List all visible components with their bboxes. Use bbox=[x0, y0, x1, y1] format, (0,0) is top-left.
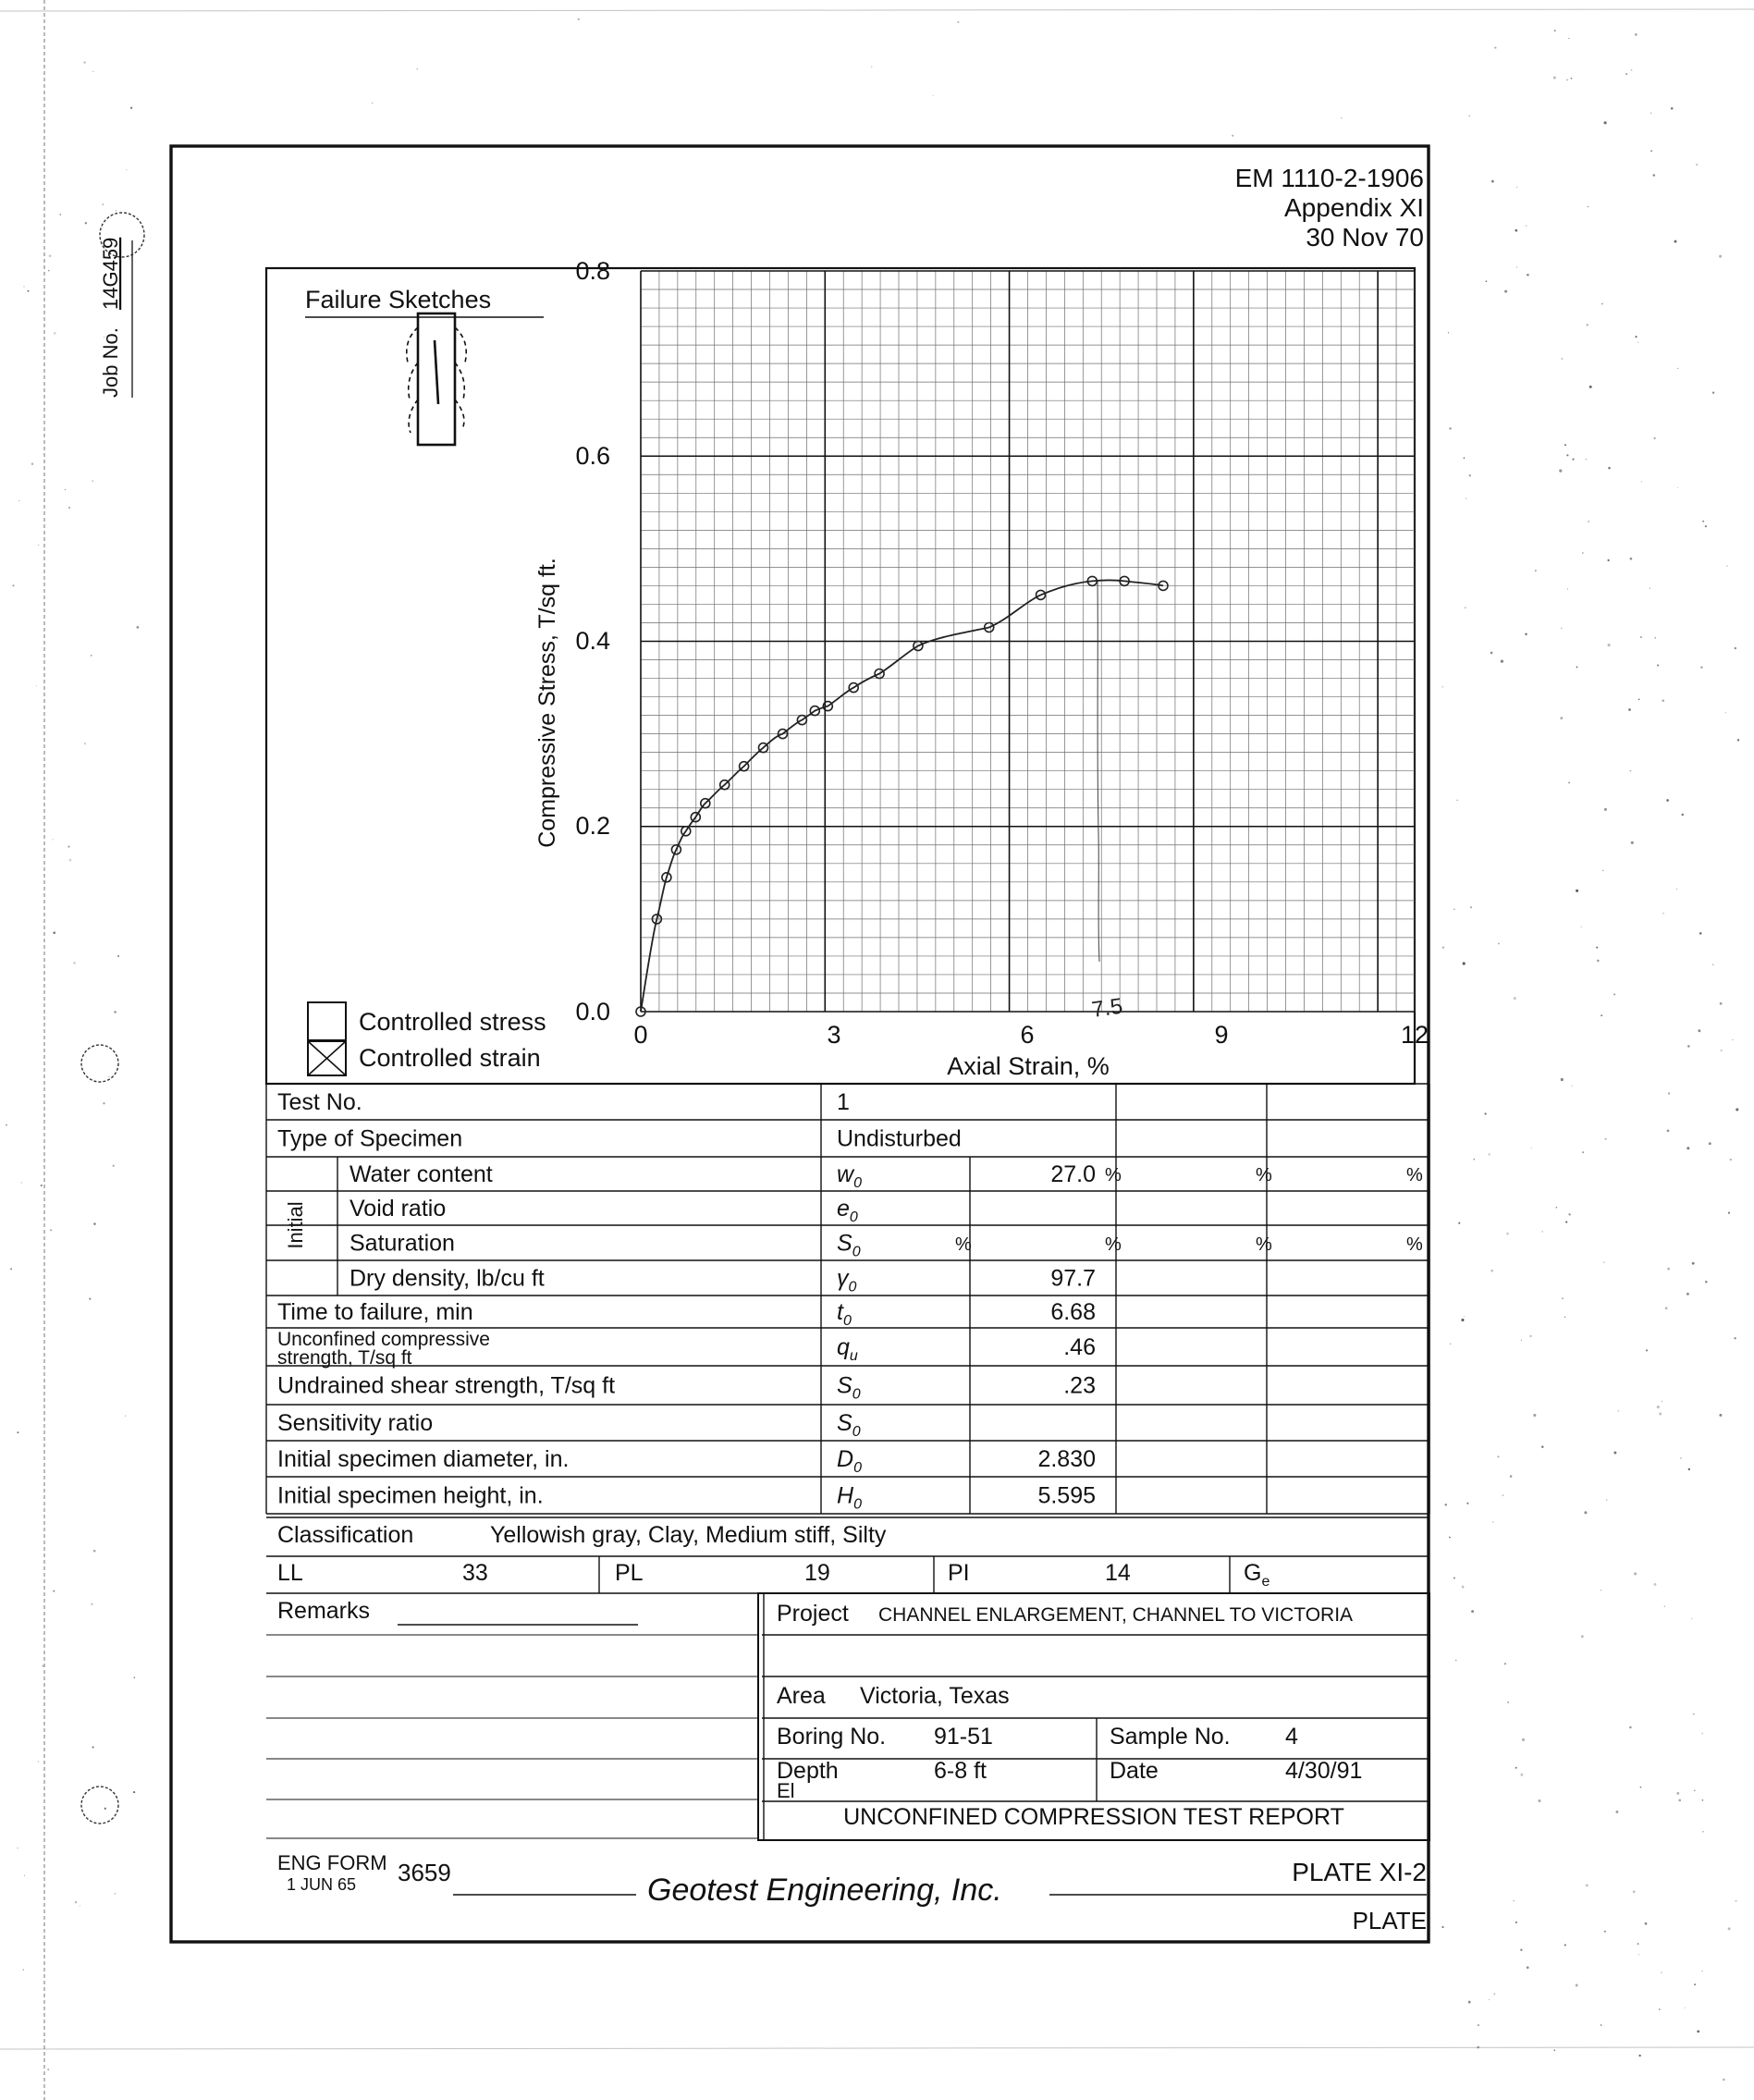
svg-text:PLATE XI-2: PLATE XI-2 bbox=[1292, 1858, 1427, 1886]
svg-text:Time to failure, min: Time to failure, min bbox=[277, 1299, 473, 1325]
svg-text:7.5: 7.5 bbox=[1090, 994, 1124, 1023]
svg-text:33: 33 bbox=[462, 1560, 488, 1586]
svg-text:0.8: 0.8 bbox=[575, 257, 610, 285]
svg-text:0.0: 0.0 bbox=[575, 998, 610, 1025]
svg-text:Saturation: Saturation bbox=[350, 1230, 455, 1256]
svg-text:PL: PL bbox=[615, 1560, 644, 1586]
svg-text:qu: qu bbox=[837, 1334, 858, 1364]
svg-text:S0: S0 bbox=[837, 1410, 861, 1440]
svg-text:97.7: 97.7 bbox=[1050, 1265, 1096, 1291]
svg-text:e0: e0 bbox=[837, 1196, 858, 1225]
svg-text:Compressive Stress, T/sq ft: Compressive Stress, T/sq ft. bbox=[534, 558, 560, 848]
svg-text:19: 19 bbox=[804, 1560, 830, 1586]
svg-text:0.2: 0.2 bbox=[575, 812, 610, 840]
svg-text:Victoria, Texas: Victoria, Texas bbox=[860, 1683, 1010, 1709]
svg-text:91-51: 91-51 bbox=[934, 1724, 993, 1750]
svg-text:PLATE: PLATE bbox=[1353, 1907, 1427, 1934]
svg-text:t0: t0 bbox=[837, 1299, 852, 1329]
svg-text:%: % bbox=[1256, 1234, 1272, 1255]
svg-text:w0: w0 bbox=[837, 1161, 862, 1191]
svg-text:Axial Strain, %: Axial Strain, % bbox=[947, 1052, 1110, 1080]
svg-text:Controlled stress: Controlled stress bbox=[359, 1008, 546, 1036]
svg-text:El: El bbox=[777, 1779, 795, 1802]
svg-text:Date: Date bbox=[1110, 1758, 1159, 1784]
svg-text:Test No.: Test No. bbox=[277, 1089, 362, 1115]
svg-text:Project: Project bbox=[777, 1601, 849, 1627]
svg-text:6: 6 bbox=[1020, 1021, 1034, 1049]
svg-text:0: 0 bbox=[633, 1021, 647, 1049]
svg-text:Controlled strain: Controlled strain bbox=[359, 1044, 541, 1072]
svg-text:14: 14 bbox=[1105, 1560, 1131, 1586]
svg-text:%: % bbox=[1105, 1234, 1122, 1255]
svg-text:Void ratio: Void ratio bbox=[350, 1196, 446, 1222]
svg-text:Yellowish gray, Clay, Mediu: Yellowish gray, Clay, Medium stiff, Silt… bbox=[490, 1522, 887, 1548]
svg-text:0.4: 0.4 bbox=[575, 627, 610, 655]
svg-text:Classification: Classification bbox=[277, 1522, 413, 1548]
svg-text:Water content: Water content bbox=[350, 1161, 493, 1187]
svg-text:12: 12 bbox=[1401, 1021, 1429, 1049]
svg-text:H0: H0 bbox=[837, 1482, 862, 1512]
svg-text:PI: PI bbox=[948, 1560, 970, 1586]
svg-text:3: 3 bbox=[827, 1021, 840, 1049]
svg-text:S0: S0 bbox=[837, 1372, 861, 1402]
svg-text:Job No.: Job No. bbox=[99, 327, 122, 398]
svg-text:Sample No.: Sample No. bbox=[1110, 1724, 1231, 1750]
svg-text:Boring No.: Boring No. bbox=[777, 1724, 886, 1750]
svg-text:Initial specimen height, in.: Initial specimen height, in. bbox=[277, 1482, 544, 1508]
svg-text:1: 1 bbox=[837, 1089, 850, 1115]
svg-text:6.68: 6.68 bbox=[1050, 1299, 1096, 1325]
svg-text:%: % bbox=[1406, 1234, 1423, 1255]
svg-text:4/30/91: 4/30/91 bbox=[1285, 1758, 1362, 1784]
svg-text:6-8 ft: 6-8 ft bbox=[934, 1758, 987, 1784]
svg-text:Geotest Engineering, Inc.: Geotest Engineering, Inc. bbox=[647, 1873, 1002, 1908]
svg-text:Remarks: Remarks bbox=[277, 1598, 370, 1624]
svg-text:%: % bbox=[1256, 1165, 1272, 1185]
svg-text:Sensitivity ratio: Sensitivity ratio bbox=[277, 1410, 433, 1436]
svg-text:Dry density, lb/cu ft: Dry density, lb/cu ft bbox=[350, 1265, 545, 1291]
svg-text:%: % bbox=[1105, 1165, 1122, 1185]
svg-text:EM 1110-2-1906: EM 1110-2-1906 bbox=[1235, 164, 1424, 192]
svg-text:2.830: 2.830 bbox=[1037, 1446, 1096, 1472]
svg-text:Type of Specimen: Type of Specimen bbox=[277, 1125, 462, 1151]
svg-text:0.6: 0.6 bbox=[575, 442, 610, 470]
svg-text:9: 9 bbox=[1214, 1021, 1228, 1049]
svg-text:.23: .23 bbox=[1063, 1372, 1096, 1398]
svg-text:.46: .46 bbox=[1063, 1334, 1096, 1360]
svg-text:Area: Area bbox=[777, 1683, 826, 1709]
svg-text:LL: LL bbox=[277, 1560, 303, 1586]
svg-text:30 Nov 70: 30 Nov 70 bbox=[1306, 223, 1424, 252]
svg-text:5.595: 5.595 bbox=[1037, 1482, 1096, 1508]
svg-text:3659: 3659 bbox=[398, 1859, 451, 1886]
svg-text:Initial specimen diameter, in.: Initial specimen diameter, in. bbox=[277, 1446, 569, 1472]
svg-text:strength, T/sq ft: strength, T/sq ft bbox=[277, 1347, 412, 1369]
svg-text:CHANNEL ENLARGEMENT, CHANNEL: CHANNEL ENLARGEMENT, CHANNEL TO VICTORIA bbox=[878, 1604, 1353, 1626]
svg-text:Ge: Ge bbox=[1244, 1560, 1270, 1590]
svg-text:γ0: γ0 bbox=[837, 1265, 857, 1295]
svg-text:UNCONFINED COMPRESSION TEST: UNCONFINED COMPRESSION TEST REPORT bbox=[843, 1804, 1344, 1830]
svg-text:Undrained shear strength, T/sq: Undrained shear strength, T/sq ft bbox=[277, 1372, 615, 1398]
svg-text:Failure Sketches: Failure Sketches bbox=[305, 286, 491, 313]
svg-text:S0: S0 bbox=[837, 1230, 861, 1259]
svg-text:4: 4 bbox=[1285, 1724, 1298, 1750]
svg-text:D0: D0 bbox=[837, 1446, 862, 1476]
svg-text:27.0: 27.0 bbox=[1050, 1161, 1096, 1187]
svg-text:Undisturbed: Undisturbed bbox=[837, 1125, 962, 1151]
svg-text:1 JUN 65: 1 JUN 65 bbox=[287, 1875, 356, 1894]
svg-text:%: % bbox=[1406, 1165, 1423, 1185]
svg-text:14G459: 14G459 bbox=[99, 238, 122, 310]
svg-text:ENG FORM: ENG FORM bbox=[277, 1851, 387, 1874]
svg-text:Appendix XI: Appendix XI bbox=[1284, 193, 1424, 222]
